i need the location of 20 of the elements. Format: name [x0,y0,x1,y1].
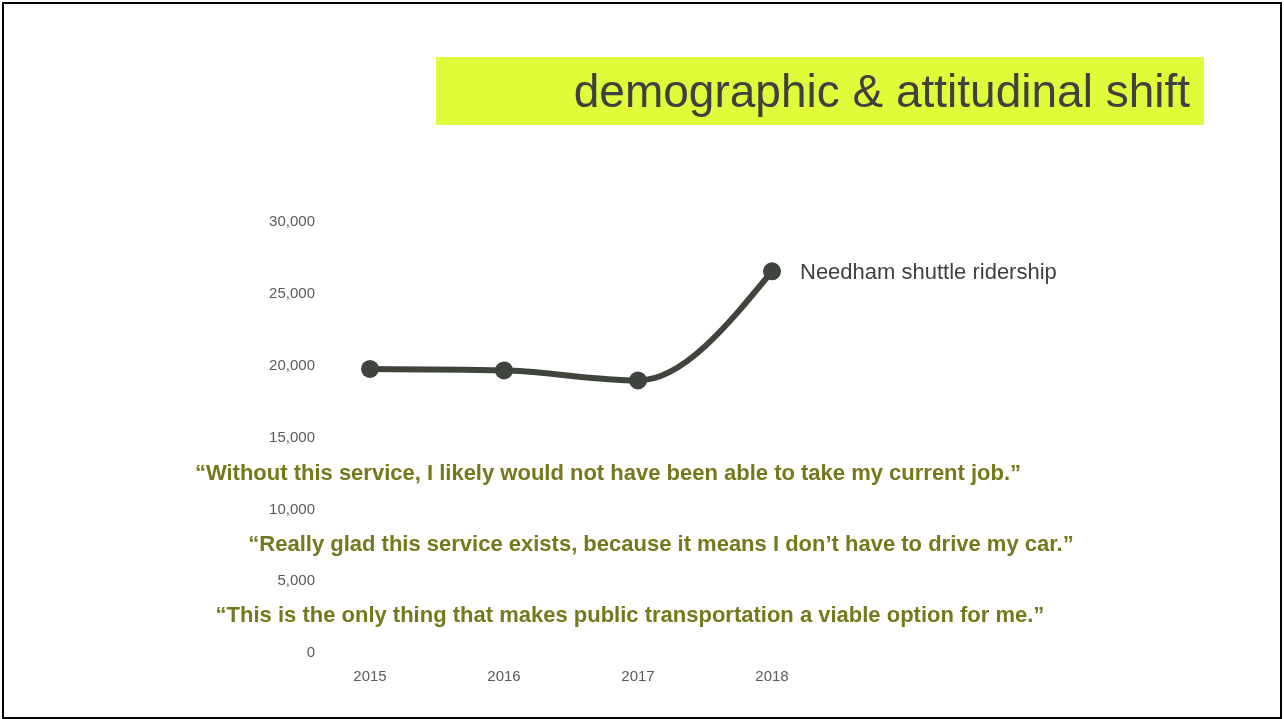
y-tick-label: 15,000 [269,427,315,445]
annotation: “Without this service, I likely would not have been able to take my current job.” [193,460,1023,486]
point [361,359,379,378]
annotation: “Really glad this service exists, because it means I don’t have to drive my car.” [247,531,1075,557]
x-tick-label: 2016 [487,666,521,684]
point [763,262,781,281]
y-tick-label: 10,000 [269,499,315,517]
x-tick-label: 2015 [353,666,387,684]
y-tick-label: 30,000 [269,212,315,230]
y-tick-label: 25,000 [269,284,315,302]
point [495,361,513,380]
y-tick-label: 5,000 [277,571,315,589]
y-tick-label: 20,000 [269,355,315,373]
point [629,371,647,390]
chart-title: demographic & attitudinal shift [436,57,1204,125]
annotation: “This is the only thing that makes public transportation a viable option for me.” [214,602,1046,628]
x-tick-label: 2018 [755,666,789,684]
series-label: Needham shuttle ridership [800,259,1057,285]
y-tick-label: 0 [306,643,315,661]
x-tick-label: 2017 [621,666,655,684]
